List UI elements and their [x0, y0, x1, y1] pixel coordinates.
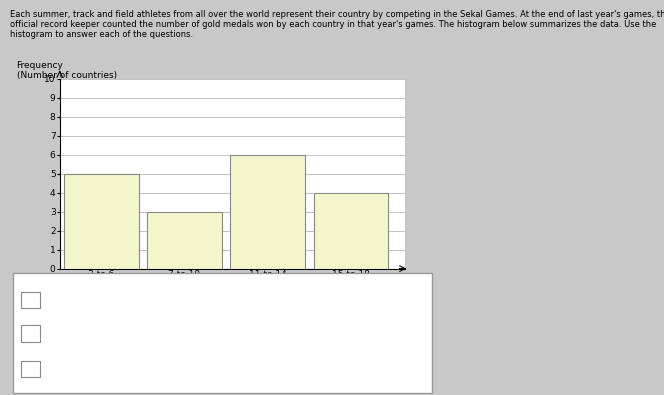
Text: (c) How many countries won from 3 to 6 gold medals?: (c) How many countries won from 3 to 6 g…	[22, 354, 287, 363]
Text: histogram to answer each of the questions.: histogram to answer each of the question…	[10, 30, 193, 39]
Bar	[147, 212, 222, 269]
Text: (Number of countries): (Number of countries)	[17, 71, 117, 80]
Text: official record keeper counted the number of gold medals won by each country in : official record keeper counted the numbe…	[10, 20, 656, 29]
Text: Each summer, track and field athletes from all over the world represent their co: Each summer, track and field athletes fr…	[10, 10, 664, 19]
Text: (b) How many countries won 7 or more gold medals?: (b) How many countries won 7 or more gol…	[22, 318, 281, 328]
Bar	[313, 193, 388, 269]
Text: (a) What is the class width?: (a) What is the class width?	[22, 284, 157, 294]
X-axis label: Number of gold medals: Number of gold medals	[179, 280, 286, 290]
Bar	[230, 155, 305, 269]
Text: Frequency: Frequency	[17, 61, 64, 70]
Bar	[64, 174, 139, 269]
